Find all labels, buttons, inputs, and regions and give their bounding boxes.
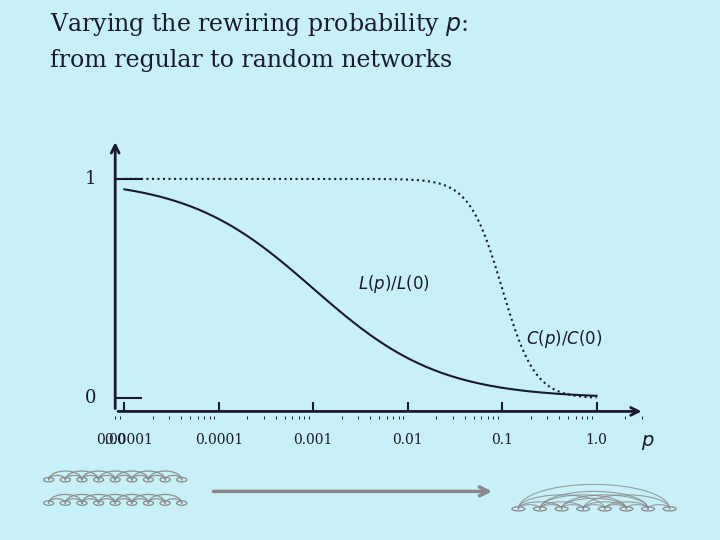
Text: 0.0001: 0.0001: [194, 433, 243, 447]
Text: from regular to random networks: from regular to random networks: [50, 49, 453, 72]
Text: 0.00001: 0.00001: [96, 433, 153, 447]
Text: 0.001: 0.001: [294, 433, 333, 447]
Text: $p$: $p$: [642, 433, 654, 453]
Text: 0.0: 0.0: [104, 433, 126, 447]
Text: 1: 1: [84, 170, 96, 188]
Text: $L(p)/L(0)$: $L(p)/L(0)$: [359, 273, 430, 295]
Text: $C(p)/C(0)$: $C(p)/C(0)$: [526, 328, 603, 350]
Text: 0: 0: [84, 389, 96, 407]
Text: 0.01: 0.01: [392, 433, 423, 447]
Text: Varying the rewiring probability $p$:: Varying the rewiring probability $p$:: [50, 11, 469, 38]
Text: 1.0: 1.0: [585, 433, 608, 447]
Text: 0.1: 0.1: [491, 433, 513, 447]
